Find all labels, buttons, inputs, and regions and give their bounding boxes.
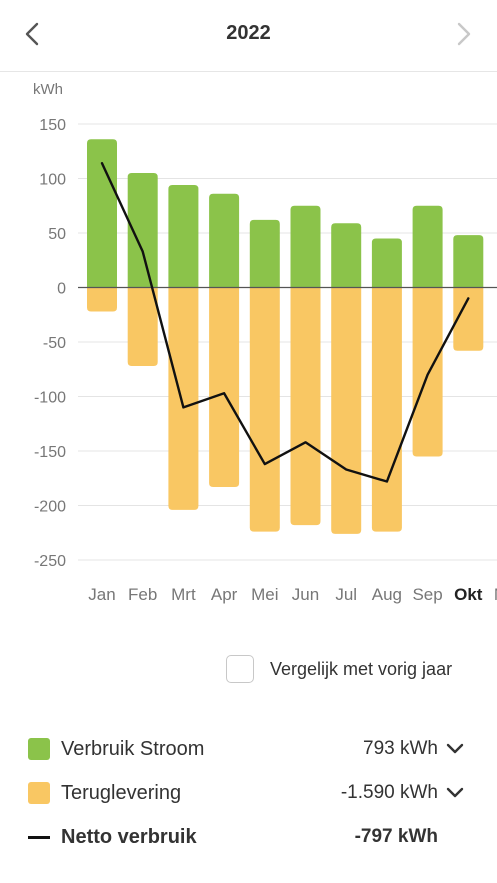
y-axis-unit-label: kWh (33, 81, 63, 98)
consumption-bar (453, 235, 484, 288)
compare-label: Vergelijk met vorig jaar (270, 658, 453, 679)
x-tick-label: Sep (412, 585, 442, 604)
legend-label: Netto verbruik (61, 825, 197, 848)
x-tick-label: Nov (494, 585, 497, 604)
x-tick-label: Jul (335, 585, 357, 604)
consumption-bar (290, 205, 321, 288)
legend-value: -1.590 kWh (340, 782, 438, 803)
return-bar (331, 287, 362, 534)
expand-consumption-button[interactable] (442, 739, 468, 759)
compare-toggle[interactable]: Vergelijk met vorig jaar (226, 654, 452, 684)
x-tick-label: Mei (251, 585, 278, 604)
legend-row-consumption[interactable]: Verbruik Stroom 793 kWh (28, 733, 468, 765)
consumption-bar (209, 193, 240, 288)
net-usage-line (100, 162, 470, 483)
x-tick-label: Okt (454, 585, 483, 604)
return-bar (127, 287, 158, 366)
consumption-bar (87, 139, 117, 288)
x-tick-label: Apr (211, 585, 238, 604)
return-swatch (28, 782, 50, 804)
legend-row-net: Netto verbruik -797 kWh (28, 821, 468, 853)
expand-return-button[interactable] (442, 783, 468, 803)
consumption-bar (249, 219, 280, 288)
chevron-down-icon (446, 787, 464, 798)
chevron-left-icon (25, 22, 39, 46)
y-tick-label: -250 (34, 553, 66, 570)
consumption-bar (371, 238, 402, 288)
consumption-bar (168, 185, 199, 288)
legend-value: -797 kWh (354, 826, 438, 847)
x-tick-label: Mrt (171, 585, 196, 604)
compare-checkbox[interactable] (226, 655, 254, 683)
year-title: 2022 (226, 22, 271, 44)
y-tick-label: 50 (48, 226, 66, 243)
y-tick-label: -200 (34, 499, 66, 516)
legend-label: Teruglevering (61, 781, 182, 804)
chevron-down-icon (446, 743, 464, 754)
y-tick-label: 150 (39, 117, 66, 134)
legend-value: 793 kWh (363, 738, 438, 759)
consumption-bar (331, 223, 362, 288)
y-tick-label: -150 (34, 444, 66, 461)
return-bar (412, 287, 443, 457)
x-tick-label: Aug (372, 585, 402, 604)
legend-label: Verbruik Stroom (61, 737, 205, 760)
return-bar (453, 287, 484, 351)
previous-year-button[interactable] (14, 16, 50, 52)
return-bar (290, 287, 321, 526)
return-bar (87, 287, 117, 312)
header: 2022 (0, 0, 497, 72)
return-bar (209, 287, 240, 487)
x-tick-label: Jun (292, 585, 319, 604)
chevron-right-icon (457, 22, 471, 46)
return-bar (249, 287, 280, 532)
y-tick-label: -100 (34, 390, 66, 407)
y-tick-label: 0 (57, 281, 66, 298)
return-bar (371, 287, 402, 532)
consumption-bar (127, 173, 158, 288)
net-line-swatch (28, 835, 50, 839)
x-tick-label: Jan (88, 585, 115, 604)
return-bar (168, 287, 199, 510)
energy-chart: kWh 150 100 50 0 -50 -100 -150 -200 -250 Jan Feb Mrt… (33, 81, 497, 604)
legend-row-return[interactable]: Teruglevering -1.590 kWh (28, 777, 468, 809)
y-tick-label: 100 (39, 172, 66, 189)
x-tick-label: Feb (128, 585, 157, 604)
consumption-bar (412, 205, 443, 288)
next-year-button[interactable] (446, 16, 482, 52)
y-tick-label: -50 (43, 335, 66, 352)
consumption-swatch (28, 738, 50, 760)
